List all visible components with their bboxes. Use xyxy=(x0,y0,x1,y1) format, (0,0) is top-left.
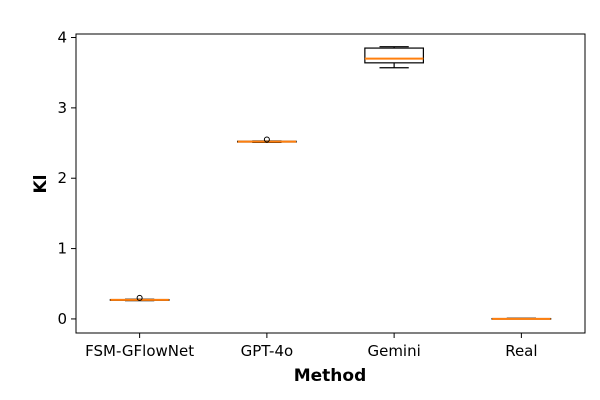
box-iqr xyxy=(364,47,424,64)
boxes-group xyxy=(109,46,552,320)
y-axis-label: Kl xyxy=(31,174,51,193)
y-tick-label: 1 xyxy=(57,240,67,258)
x-tick-label: Gemini xyxy=(367,342,420,360)
x-axis-label: Method xyxy=(294,366,367,386)
y-tick-label: 2 xyxy=(57,169,67,187)
y-tick-label: 4 xyxy=(57,29,67,47)
x-tick-label: GPT-4o xyxy=(241,342,294,360)
plot-area xyxy=(75,33,586,334)
outlier-point xyxy=(263,136,270,143)
x-axis: FSM-GFlowNet GPT-4o Gemini Real xyxy=(85,333,538,360)
x-tick-label: FSM-GFlowNet xyxy=(85,342,194,360)
outlier-point xyxy=(136,294,143,301)
y-tick-label: 3 xyxy=(57,99,67,117)
y-axis: 0 1 2 3 4 xyxy=(57,29,76,328)
y-tick-label: 0 xyxy=(57,310,67,328)
x-tick-label: Real xyxy=(505,342,537,360)
